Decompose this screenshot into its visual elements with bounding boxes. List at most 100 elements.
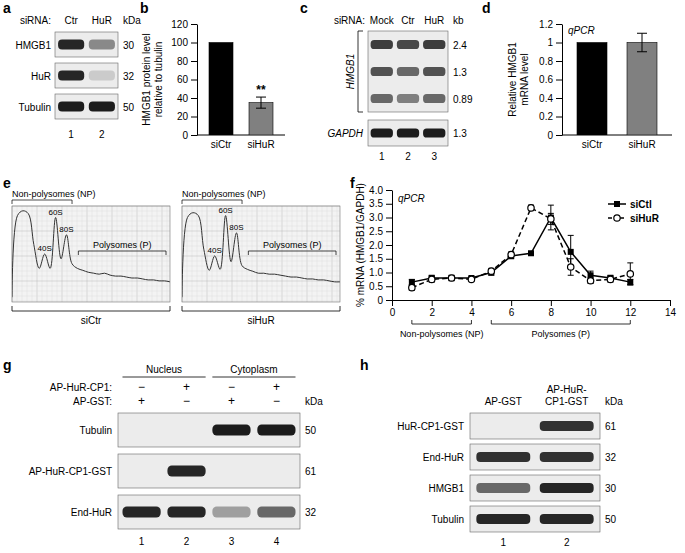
error-cap xyxy=(637,33,647,34)
tick-mark xyxy=(386,231,392,232)
grid-line xyxy=(167,206,168,302)
tick-mark xyxy=(556,61,562,62)
region-bracket xyxy=(78,251,166,255)
lane-number: 2 xyxy=(99,129,105,140)
tick-mark xyxy=(191,43,197,44)
tick-label: 12 xyxy=(625,307,637,318)
label: HuR xyxy=(92,15,112,26)
error-cap xyxy=(548,205,554,206)
tick-label: 1.5 xyxy=(369,253,383,264)
tick-label: 4.0 xyxy=(369,185,383,196)
grid-line xyxy=(12,211,170,212)
band xyxy=(122,466,160,477)
grid-line xyxy=(182,211,340,212)
region-bracket xyxy=(491,320,630,324)
axis-line xyxy=(392,191,393,301)
tick-mark xyxy=(556,98,562,99)
marker xyxy=(409,284,415,290)
legend-marker xyxy=(614,201,620,207)
grid-line xyxy=(37,206,38,302)
blot xyxy=(470,506,600,532)
tick: 0.8 xyxy=(539,56,562,67)
size-marker: 2.4 xyxy=(453,40,467,51)
axis-line xyxy=(393,300,671,301)
error-bar xyxy=(588,278,594,284)
grid-line xyxy=(302,206,303,302)
label: kb xyxy=(453,15,464,26)
tick-mark xyxy=(556,43,562,44)
tick-label: 60 xyxy=(177,74,189,85)
band xyxy=(167,507,205,518)
tick: 0.2 xyxy=(539,111,562,122)
band xyxy=(423,40,445,49)
grid-line xyxy=(332,206,333,302)
region-bracket xyxy=(12,200,72,204)
grid-line xyxy=(102,206,103,302)
label: Tubulin xyxy=(432,514,464,525)
tick: 0 xyxy=(377,295,392,306)
band xyxy=(257,425,295,436)
tick: 1.2 xyxy=(539,19,562,30)
blot xyxy=(118,454,300,488)
tick: 0.5 xyxy=(369,281,392,292)
blot xyxy=(470,413,600,439)
y-axis: 020406080100120 xyxy=(171,19,197,141)
panel-letter: h xyxy=(360,357,369,373)
tick-mark xyxy=(392,300,393,306)
x-axis: 02468101214 xyxy=(390,300,677,318)
figure: b020406080100120siCtrsiHuR**HMGB1 protei… xyxy=(0,0,685,553)
marker xyxy=(587,278,593,284)
tick: 1.0 xyxy=(369,267,392,278)
bar xyxy=(627,43,657,136)
panel-g: gNucleusCytoplasmAP-HuR-CP1:−+−+AP-GST:+… xyxy=(3,357,323,547)
tick-label: 0.2 xyxy=(539,111,553,122)
label: kDa xyxy=(123,15,141,26)
tick-label: siCtr xyxy=(211,139,232,150)
error-bar xyxy=(548,213,554,224)
tick-label: 14 xyxy=(665,307,677,318)
marker xyxy=(548,216,554,222)
plot-area xyxy=(209,43,273,136)
marker xyxy=(528,250,534,256)
grid-line xyxy=(12,291,170,292)
tick: 120 xyxy=(171,19,197,30)
grid-line xyxy=(92,206,93,302)
tick-mark xyxy=(191,135,197,136)
grid-line xyxy=(67,206,68,302)
grid-line xyxy=(182,286,340,287)
blot-background xyxy=(470,413,600,439)
tick-label: 100 xyxy=(171,37,188,48)
tick: 6 xyxy=(509,300,515,318)
label: Cytoplasm xyxy=(230,364,277,375)
band xyxy=(371,40,393,49)
blot-background xyxy=(55,32,118,57)
band xyxy=(476,514,530,524)
grid-line xyxy=(277,206,278,302)
label: 61 xyxy=(605,421,617,432)
grid-line xyxy=(12,216,170,217)
label: 30 xyxy=(123,40,135,51)
tick: 12 xyxy=(625,300,637,318)
band xyxy=(397,129,419,138)
region-bracket xyxy=(182,200,242,204)
panel-e: e40S60S80SNon-polysomes (NP)Polysomes (P… xyxy=(3,175,340,326)
region-bracket xyxy=(248,251,336,255)
tick-label: 0 xyxy=(377,295,383,306)
marker xyxy=(568,264,574,270)
blot-background xyxy=(470,475,600,501)
tick-label: 0.8 xyxy=(539,56,553,67)
panel-letter: g xyxy=(3,357,12,373)
tick: 1 xyxy=(547,37,562,48)
series-line xyxy=(412,218,630,283)
tick-label: 1.0 xyxy=(369,267,383,278)
label: HuR xyxy=(424,15,444,26)
lane-number: 1 xyxy=(379,151,385,162)
grid-line xyxy=(267,206,268,302)
tick-mark xyxy=(191,24,197,25)
grid-line xyxy=(12,231,170,232)
tick: 8 xyxy=(549,300,555,318)
error-bar xyxy=(409,285,415,291)
sign: − xyxy=(138,380,145,394)
lane-number: 3 xyxy=(431,151,437,162)
label: Ctr xyxy=(401,15,415,26)
